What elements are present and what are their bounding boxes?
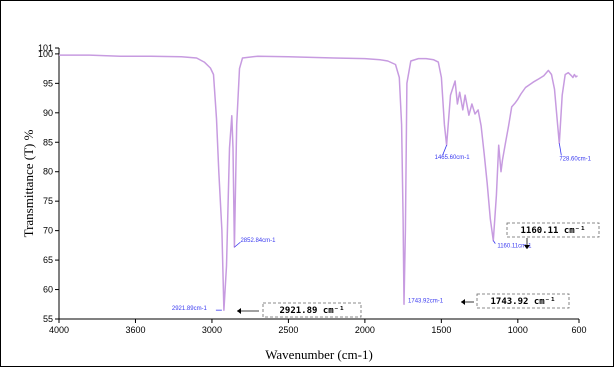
y-tick-label: 80 [43, 167, 53, 177]
callout-arrowhead [461, 299, 465, 305]
x-tick-label: 3000 [202, 325, 222, 335]
y-tick-label: 90 [43, 108, 53, 118]
callout-box [506, 222, 600, 238]
callout: 1743.92 cm⁻¹ [461, 293, 570, 309]
callout-arrowhead [237, 308, 241, 314]
callout-arrowhead [524, 245, 530, 249]
callout: 2921.89 cm⁻¹ [237, 302, 362, 318]
x-tick-label: 3600 [125, 325, 145, 335]
y-tick-label: 101 [38, 43, 53, 53]
callout: 1160.11 cm⁻¹ [506, 222, 600, 249]
peak-leader-line [493, 240, 496, 244]
callout-label: 2921.89 cm⁻¹ [279, 306, 344, 316]
x-axis-title: Wavenumber (cm-1) [265, 347, 373, 362]
x-tick-label: 1500 [431, 325, 451, 335]
y-tick-label: 75 [43, 196, 53, 206]
y-tick-label: 60 [43, 285, 53, 295]
y-tick-label: 70 [43, 226, 53, 236]
y-tick-label: 95 [43, 78, 53, 88]
x-tick-label: 4000 [49, 325, 69, 335]
peak-label: 2921.89cm-1 [172, 306, 208, 312]
y-tick-label: 85 [43, 137, 53, 147]
callout-label: 1743.92 cm⁻¹ [490, 297, 555, 307]
peak-label: 2852.84cm-1 [240, 238, 276, 244]
callout-box [476, 293, 570, 309]
y-tick-label: 55 [43, 314, 53, 324]
peak-leader-line [558, 143, 562, 156]
x-tick-label: 2000 [355, 325, 375, 335]
x-tick-label: 2500 [278, 325, 298, 335]
peak-label: 728.60cm-1 [559, 156, 591, 162]
x-tick-label: 1000 [508, 325, 528, 335]
peak-label: 1160.11cm-1 [497, 244, 532, 250]
spectrum-line [59, 54, 578, 311]
peak-label: 1465.60cm-1 [435, 155, 471, 161]
peak-leader-line [234, 241, 241, 248]
y-tick-label: 65 [43, 255, 53, 265]
callout-box [262, 302, 362, 318]
x-tick-label: 600 [571, 325, 586, 335]
peak-leader-line [442, 145, 447, 156]
callout-label: 1160.11 cm⁻¹ [520, 226, 585, 236]
peak-label: 1743.92cm-1 [408, 298, 444, 304]
chart-axes: 4000 3600 3000 2500 2000 1500 1000 600 55 60 65 70 7… [38, 43, 587, 335]
y-axis-title: Transmittance (T) % [21, 129, 36, 237]
plot-area: 2921.89cm-1 2852.84cm-1 1743.92cm-1 1465.60… [59, 54, 600, 318]
y-tick-label: 100 [38, 49, 53, 59]
